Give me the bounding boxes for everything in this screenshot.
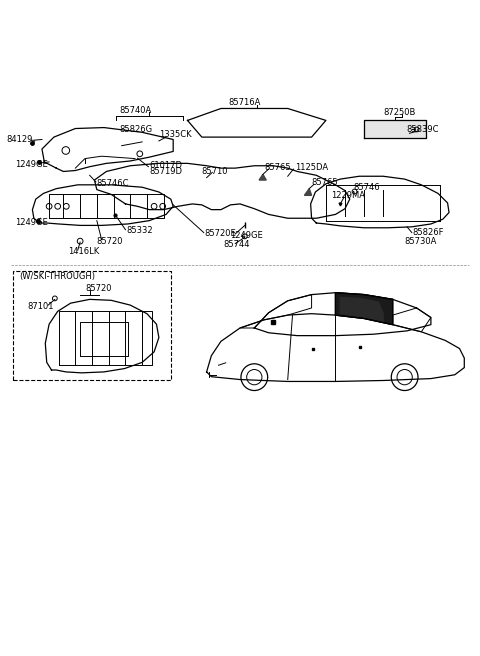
Text: 85720: 85720 [97,237,123,245]
Text: 84129: 84129 [6,134,33,144]
Text: 85765: 85765 [312,178,338,188]
Text: 1249GE: 1249GE [15,160,48,169]
Text: 85740A: 85740A [119,106,151,115]
Polygon shape [364,121,426,138]
Text: 85719D: 85719D [149,167,182,176]
Text: 1335CK: 1335CK [159,131,192,139]
Text: 85826F: 85826F [413,228,444,237]
Text: (W/SKI-THROUGH): (W/SKI-THROUGH) [20,272,96,281]
Text: 85710: 85710 [202,167,228,176]
Text: 85765: 85765 [265,163,291,172]
Text: 85746C: 85746C [97,179,129,188]
Text: 85746: 85746 [354,183,380,192]
Text: 1416LK: 1416LK [68,247,99,256]
Text: 85720E: 85720E [204,229,236,238]
Text: 1249GE: 1249GE [15,218,48,226]
Text: 61017D: 61017D [149,161,182,171]
Text: 85720: 85720 [85,284,111,293]
Text: 87101: 87101 [28,302,54,310]
Text: 85730A: 85730A [405,237,437,245]
Text: 1249GE: 1249GE [230,231,263,240]
Text: 87250B: 87250B [383,108,416,117]
Text: 85332: 85332 [126,226,153,235]
Polygon shape [259,174,266,180]
Text: 1229MA: 1229MA [331,191,365,200]
Text: 1125DA: 1125DA [295,163,328,172]
Text: 85826G: 85826G [120,125,153,134]
Text: 85716A: 85716A [228,98,261,107]
Polygon shape [340,297,383,322]
Polygon shape [336,293,393,325]
Text: 85744: 85744 [223,240,250,249]
Polygon shape [304,189,312,195]
Text: 85839C: 85839C [406,125,439,134]
